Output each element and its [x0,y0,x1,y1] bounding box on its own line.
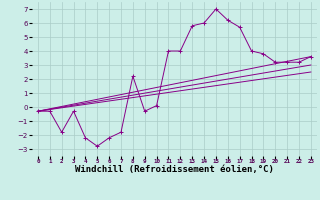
X-axis label: Windchill (Refroidissement éolien,°C): Windchill (Refroidissement éolien,°C) [75,165,274,174]
